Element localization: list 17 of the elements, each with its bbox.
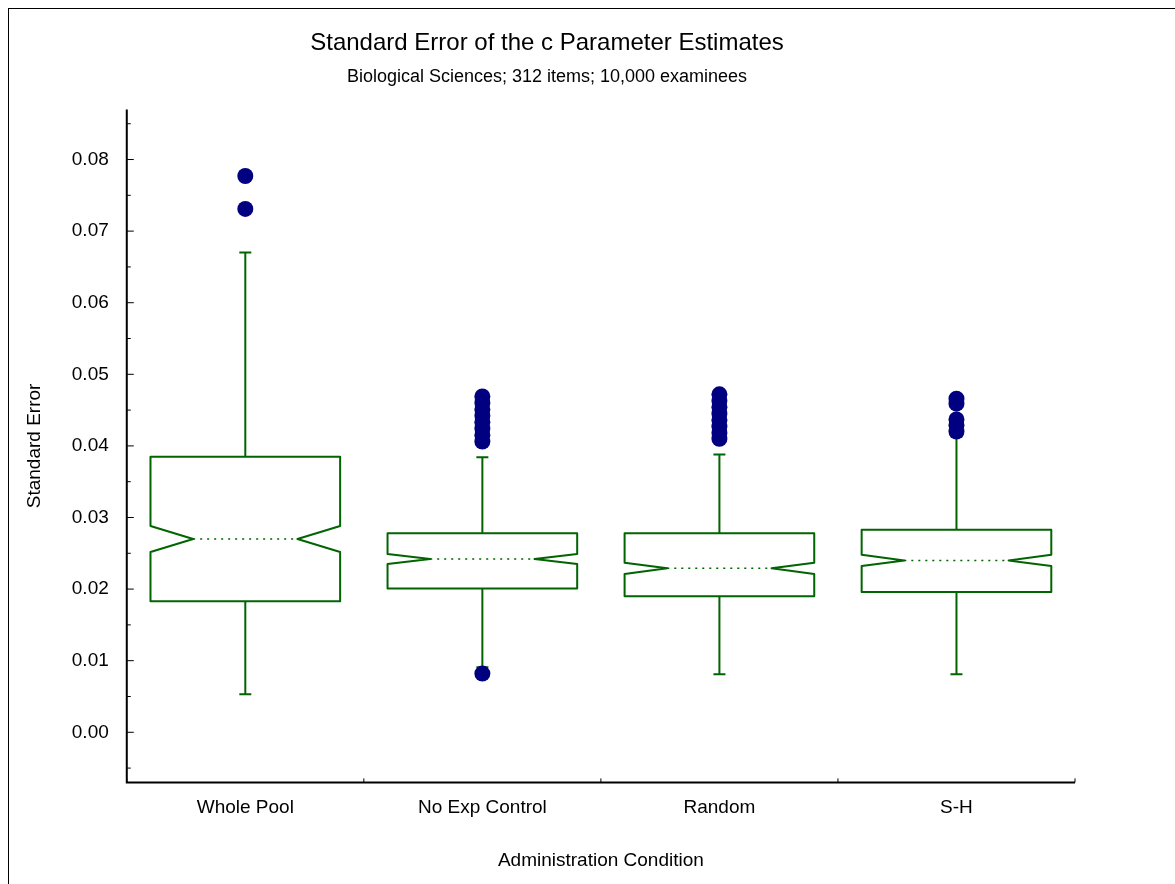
y-tick-label: 0.02 [71,577,109,599]
x-tick-label: Random [683,796,756,818]
x-tick-label: No Exp Control [417,796,547,818]
x-tick-label: Whole Pool [196,796,294,818]
y-tick-label: 0.03 [71,505,109,527]
chart-subtitle: Biological Sciences; 312 items; 10,000 examinees [346,65,748,86]
x-tick-label: S-H [940,796,973,818]
y-tick-label: 0.00 [71,720,109,742]
y-axis-title: Standard Error [22,382,44,509]
y-tick-label: 0.05 [71,362,109,384]
y-tick-label: 0.08 [71,147,109,169]
y-tick-label: 0.07 [71,219,109,241]
y-tick-label: 0.04 [71,434,110,456]
y-tick-label: 0.01 [71,648,109,670]
y-tick-label: 0.06 [71,290,109,312]
x-axis-title: Administration Condition [497,848,704,870]
chart-title: Standard Error of the c Parameter Estimates [310,28,784,56]
